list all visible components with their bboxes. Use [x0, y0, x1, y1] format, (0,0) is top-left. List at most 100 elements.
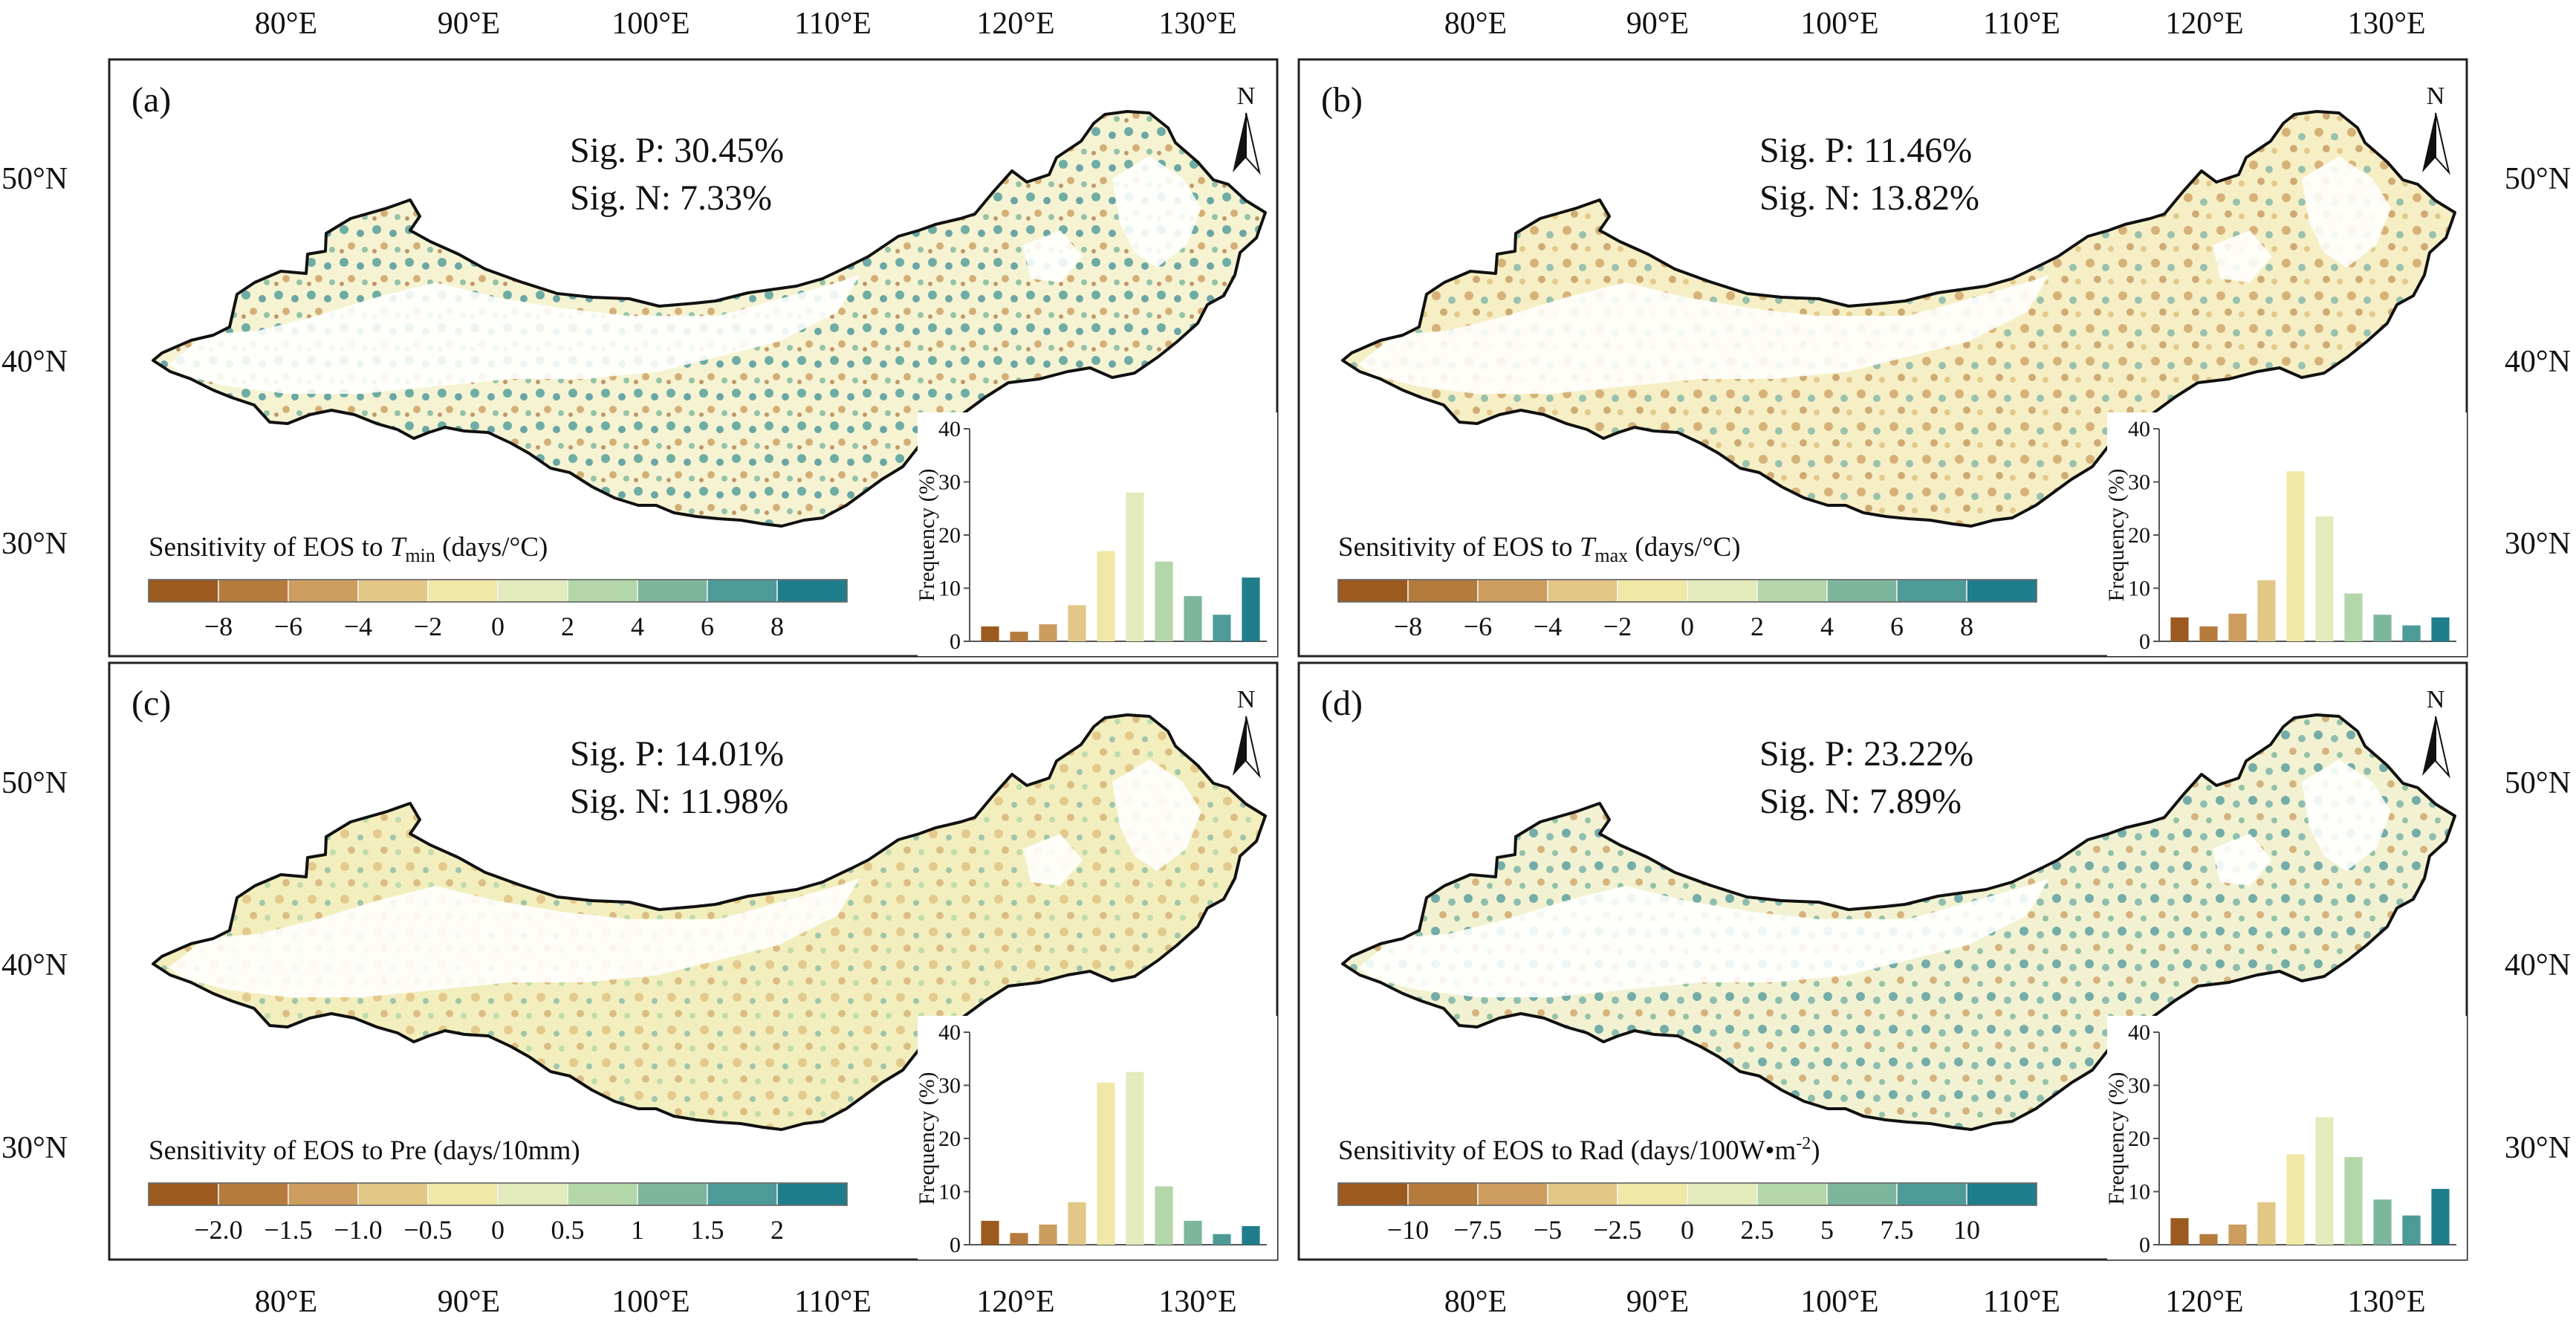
lon-label: 90°E [1626, 1285, 1689, 1319]
histogram-y-tick-label: 20 [2128, 1127, 2150, 1151]
histogram-bar [1126, 492, 1144, 641]
study-region [1341, 110, 2456, 528]
north-arrow-icon: N [2422, 686, 2450, 779]
colorbar-bin [1407, 579, 1479, 603]
colorbar: −8 −6 −4 −2 0 2 4 6 8 [148, 579, 848, 641]
colorbar-bin [427, 579, 499, 603]
colorbar-tick-label: −7.5 [1453, 1215, 1502, 1245]
lon-label: 120°E [2165, 1285, 2243, 1319]
colorbar-tick-label: 2 [1751, 612, 1764, 641]
sig-positive-text: Sig. P: 11.46% [1759, 131, 1972, 170]
north-arrow-icon: N [1233, 686, 1261, 779]
colorbar-tick-label: −2.0 [194, 1215, 242, 1245]
histogram-bar [1155, 1186, 1173, 1245]
colorbar-tick-label: −1.0 [334, 1215, 382, 1245]
histogram-bar [1155, 561, 1173, 641]
colorbar-bin [567, 579, 638, 603]
no-data-area [1358, 275, 2049, 394]
colorbar-bin [427, 1182, 499, 1206]
no-data-area [1358, 878, 2049, 997]
histogram-bar [2344, 1157, 2363, 1245]
sig-negative-text: Sig. N: 13.82% [1759, 178, 1979, 218]
colorbar-tick-label: 5 [1820, 1215, 1834, 1245]
lat-label: 50°N [1, 766, 68, 800]
histogram-y-tick-label: 20 [938, 1127, 961, 1151]
histogram-bar [2199, 1234, 2218, 1245]
histogram-bar [2402, 1215, 2421, 1245]
colorbar-tick-label: 10 [1953, 1215, 1980, 1245]
frequency-histogram: 0 10 20 30 40 Frequency (%) [2104, 1016, 2467, 1260]
histogram-y-tick-label: 0 [950, 1233, 961, 1257]
colorbar-bin [1687, 1182, 1758, 1206]
histogram-y-tick-label: 10 [2128, 577, 2150, 601]
colorbar-tick-label: −6 [1464, 612, 1492, 641]
map-panel: (b) Sig. P: 11.46% Sig. N: 13.82% N Sensitiv… [1297, 58, 2468, 658]
panel-label: (b) [1321, 80, 1363, 120]
north-arrow-left [1233, 113, 1246, 172]
colorbar-tick-label: 8 [1960, 612, 1973, 641]
histogram-bar [1010, 632, 1028, 641]
histogram-bar [1039, 624, 1057, 641]
lat-label: 30°N [1, 1131, 68, 1165]
colorbar-bin [1896, 579, 1967, 603]
no-data-area [2302, 156, 2391, 268]
colorbar-tick-label: 2 [561, 612, 574, 641]
colorbar-bin [1896, 1182, 1967, 1206]
no-data-area [1112, 759, 1201, 871]
colorbar-bin [1966, 1182, 2037, 1206]
no-data-area [2302, 759, 2391, 871]
bottom-longitude-labels: 80°E 90°E 100°E 110°E 120°E 130°E 80°E 9… [255, 1285, 2426, 1319]
lon-label: 130°E [2347, 7, 2425, 41]
lon-label: 80°E [255, 7, 317, 41]
histogram-bar [1068, 605, 1086, 641]
colorbar-tick-label: 1.5 [691, 1215, 724, 1245]
no-data-area [2213, 834, 2272, 886]
panel-label: (d) [1321, 684, 1363, 723]
histogram-y-tick-label: 40 [2128, 1020, 2150, 1045]
histogram-bar [2170, 1218, 2189, 1245]
colorbar-tick-label: 6 [1890, 612, 1904, 641]
lon-label: 130°E [2347, 1285, 2425, 1319]
histogram-bar [2286, 1154, 2305, 1245]
lon-label: 120°E [2165, 7, 2243, 41]
colorbar-bin [218, 1182, 289, 1206]
sig-negative-text: Sig. N: 7.89% [1759, 782, 1962, 821]
colorbar-bin [1966, 579, 2037, 603]
colorbar-bin [288, 1182, 359, 1206]
north-label: N [1237, 82, 1256, 110]
north-arrow-left [2422, 716, 2436, 776]
colorbar-bin [776, 579, 848, 603]
colorbar-tick-label: 0 [491, 612, 505, 641]
histogram-bar [1213, 1234, 1231, 1245]
lon-label: 100°E [1800, 7, 1878, 41]
lon-label: 120°E [976, 1285, 1054, 1319]
histogram-y-label: Frequency (%) [2104, 468, 2129, 601]
histogram-bar [1213, 615, 1231, 641]
lon-label: 80°E [1444, 7, 1507, 41]
lon-label: 130°E [1158, 7, 1236, 41]
colorbar-bin [497, 579, 568, 603]
right-latitude-labels: 50°N 40°N 30°N 50°N 40°N 30°N [2505, 162, 2571, 1165]
colorbar-bin [776, 1182, 848, 1206]
colorbar-bin [357, 1182, 429, 1206]
lat-label: 50°N [1, 162, 68, 196]
histogram-y-tick-label: 0 [950, 629, 961, 654]
region-boundary [152, 110, 1267, 528]
histogram-bar [2402, 625, 2421, 641]
histogram-bar [2257, 580, 2276, 641]
lat-label: 30°N [2505, 1131, 2571, 1165]
map-panel: (d) Sig. P: 23.22% Sig. N: 7.89% N Sensitivi… [1297, 661, 2468, 1261]
left-latitude-labels: 50°N 40°N 30°N 50°N 40°N 30°N [1, 162, 68, 1165]
colorbar-tick-label: −1.5 [264, 1215, 312, 1245]
colorbar-tick-label: 6 [701, 612, 714, 641]
colorbar-bin [1477, 1182, 1548, 1206]
region-boundary [1341, 713, 2456, 1131]
colorbar-bin [357, 579, 429, 603]
histogram-bar [2228, 1224, 2247, 1245]
histogram-y-tick-label: 40 [938, 1020, 961, 1045]
colorbar: −8 −6 −4 −2 0 2 4 6 8 [1337, 579, 2037, 641]
north-arrow-right [2435, 112, 2450, 175]
histogram-bar [1010, 1233, 1028, 1245]
histogram-bar [2431, 617, 2450, 641]
map-panel: (a) Sig. P: 30.45% Sig. N: 7.33% N Sensitivi… [108, 58, 1279, 658]
